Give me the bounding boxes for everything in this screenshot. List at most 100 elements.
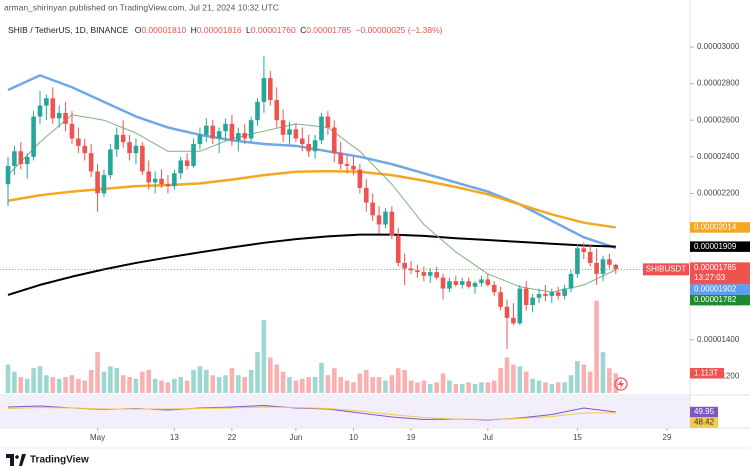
moving-average: [7, 114, 617, 293]
candle-body: [18, 151, 24, 165]
volume-bar: [517, 366, 523, 393]
volume-bar: [453, 384, 459, 393]
volume-bar: [607, 368, 612, 393]
volume-bar: [402, 369, 407, 393]
rsi-label-box: [690, 406, 718, 418]
rsi-label: 48.42: [694, 418, 715, 427]
volume-bar: [82, 380, 88, 393]
y-tick-label: 0.00003000: [697, 42, 740, 51]
candle-body: [274, 100, 280, 121]
candle-body: [268, 78, 273, 101]
ohlc-key: O: [135, 25, 142, 35]
price-label-box: [690, 294, 750, 306]
volume-bar: [210, 375, 216, 393]
volume-bar: [268, 357, 273, 393]
volume-bar: [587, 371, 593, 393]
volume-bar: [95, 352, 100, 393]
volume-bar: [447, 380, 452, 393]
candle-body: [37, 105, 43, 117]
volume-bar: [236, 375, 241, 393]
volume-bar: [555, 382, 561, 393]
candle-body: [204, 125, 209, 135]
volume-bar: [427, 384, 433, 393]
candle-body: [415, 270, 420, 273]
candle-body: [389, 211, 395, 236]
volume-label: 1.113T: [694, 368, 718, 377]
candle-body: [88, 153, 94, 172]
candle-body: [331, 127, 337, 154]
candle-body: [184, 160, 190, 166]
candle-body: [95, 171, 100, 194]
candle-body: [306, 143, 311, 152]
volume-bar: [140, 371, 145, 393]
candle-body: [12, 151, 17, 166]
candle-body: [498, 292, 503, 307]
candle-body: [255, 101, 260, 121]
y-tick-label: 0.00002600: [697, 115, 740, 124]
ohlc-key: C: [300, 25, 306, 35]
candle-body: [133, 145, 139, 154]
candle-body: [491, 284, 497, 293]
y-tick-label: 0.00002200: [697, 189, 740, 198]
volume-bar: [363, 369, 369, 393]
ohlc-value: 0.00001760: [251, 25, 296, 35]
symbol: SHIB / TetherUS, 1D, BINANCE: [8, 25, 129, 35]
volume-bar: [543, 382, 548, 393]
volume-bar: [204, 369, 209, 393]
volume-bar: [312, 377, 318, 393]
rsi-label-box: [690, 417, 718, 428]
price-label-box: [690, 284, 750, 295]
volume-bar: [127, 377, 132, 393]
candle-body: [325, 116, 331, 128]
volume-bar: [581, 364, 587, 393]
candle-body: [427, 272, 433, 276]
volume-bar: [88, 369, 94, 393]
candle-body: [453, 281, 459, 285]
volume-bar: [536, 380, 542, 393]
candle-body: [395, 235, 401, 263]
candle-body: [479, 279, 484, 284]
moving-average: [7, 233, 616, 296]
volume-bar: [50, 377, 56, 393]
candle-body: [101, 175, 107, 194]
brand: TradingView: [30, 455, 89, 466]
candle-body: [114, 134, 120, 150]
candle-body: [319, 116, 324, 141]
price-label: 0.00001782: [694, 295, 737, 304]
volume-bar: [287, 377, 292, 393]
x-tick-label: 15: [573, 433, 582, 442]
volume-bar: [594, 300, 599, 393]
candle-body: [440, 277, 446, 289]
candle-body: [351, 165, 356, 170]
candle-body: [197, 134, 203, 144]
volume-bar: [485, 382, 491, 393]
candle-body: [152, 178, 158, 183]
candle-body: [293, 129, 299, 139]
candle-body: [543, 294, 548, 296]
candle-body: [485, 279, 491, 285]
candle-body: [216, 131, 222, 139]
volume-bar: [575, 361, 580, 393]
volume-bar: [293, 380, 299, 393]
candle-body: [575, 248, 580, 274]
last-price-label: 0.00001785: [694, 263, 737, 272]
candle-body: [242, 133, 248, 139]
volume-bar: [523, 371, 529, 393]
volume-bar: [376, 377, 382, 393]
price-label: 0.00001909: [694, 242, 737, 251]
candle-body: [517, 288, 523, 324]
candle-body: [587, 251, 593, 263]
candle-body: [549, 292, 555, 296]
change: −0.00000025 (−1.38%): [356, 25, 443, 35]
volume-bar: [223, 375, 228, 393]
candle-body: [504, 306, 510, 318]
x-tick-label: 29: [663, 433, 672, 442]
volume-bar: [395, 368, 401, 393]
candle-body: [44, 98, 49, 106]
volume-bar: [274, 364, 280, 393]
volume-bar: [280, 371, 286, 393]
candle-body: [127, 142, 132, 154]
candle-body: [56, 112, 62, 119]
candle-body: [140, 145, 145, 172]
